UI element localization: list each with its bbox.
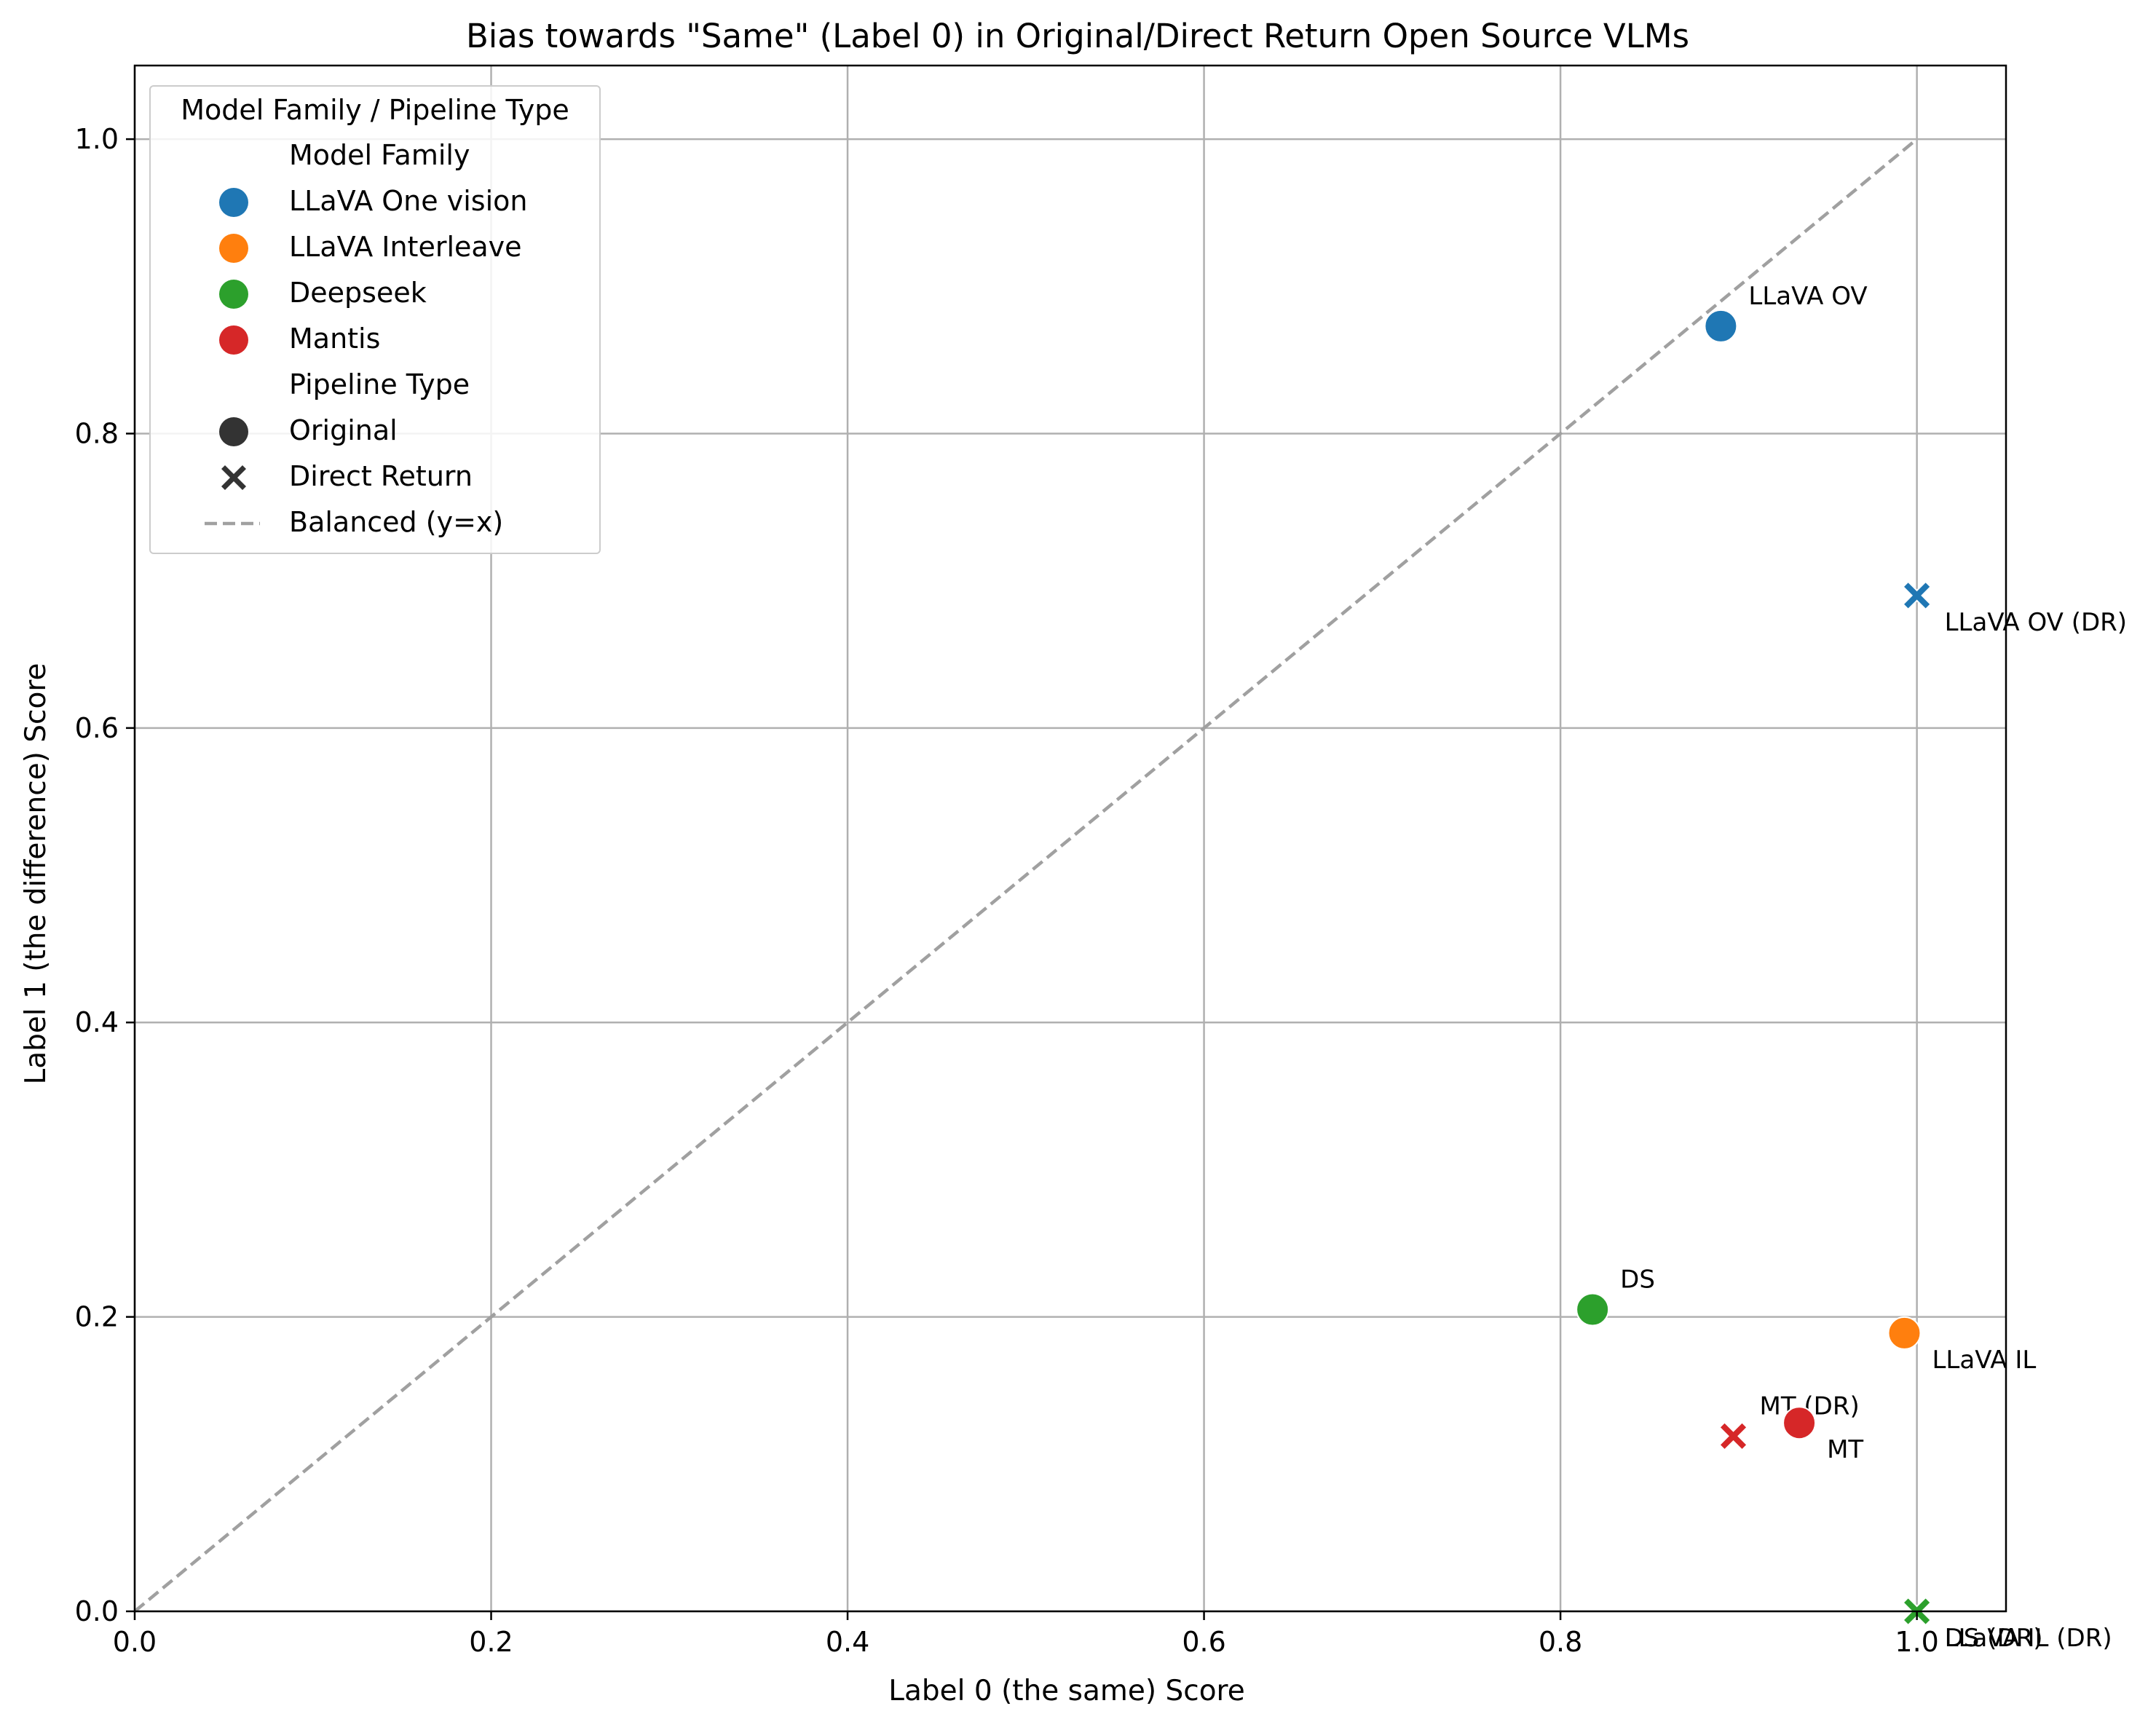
data-point-label: LLaVA OV (DR) <box>1945 608 2127 637</box>
data-point-label: LLaVA OV <box>1748 282 1867 311</box>
data-point-circle <box>1782 1406 1817 1440</box>
legend-item-original: Original <box>151 411 599 449</box>
data-point-x <box>1718 1421 1748 1451</box>
x-tick-label: 0.0 <box>113 1626 157 1658</box>
y-tick-label: 0.8 <box>75 417 119 449</box>
legend-label: LLaVA Interleave <box>289 231 522 263</box>
legend-title: Model Family / Pipeline Type <box>181 94 569 126</box>
grid-lines <box>133 66 2006 1613</box>
legend-item-balanced: Balanced (y=x) <box>151 503 599 541</box>
x-tick-label: 0.4 <box>826 1626 869 1658</box>
legend-item-llava-interleave: LLaVA Interleave <box>151 228 599 266</box>
x-tick-label: 0.2 <box>469 1626 513 1658</box>
y-tick-label: 0.6 <box>75 712 119 744</box>
y-tick-label: 0.4 <box>75 1006 119 1038</box>
legend-family-header-label: Model Family <box>289 139 470 171</box>
data-point-x <box>1902 580 1932 611</box>
legend-circle-icon <box>219 188 248 217</box>
legend-label: Mantis <box>289 323 381 355</box>
plot-frame <box>133 64 2007 1613</box>
legend-circle-icon <box>219 234 248 263</box>
y-tick-label: 0.0 <box>75 1595 119 1627</box>
axes <box>126 64 2007 1620</box>
legend-label: LLaVA One vision <box>289 185 528 217</box>
chart-title: Bias towards "Same" (Label 0) in Origina… <box>466 17 1689 55</box>
legend-dashed-line-icon <box>205 521 260 526</box>
data-point-label: LLaVA IL <box>1932 1346 2036 1375</box>
legend-family-header: Model Family <box>151 136 599 174</box>
x-axis-label: Label 0 (the same) Score <box>888 1675 1244 1707</box>
legend-label: Deepseek <box>289 277 427 309</box>
data-point-label: DS <box>1620 1265 1655 1295</box>
y-tick-label: 1.0 <box>75 123 119 155</box>
legend-item-mantis: Mantis <box>151 320 599 358</box>
legend-x-icon <box>221 465 246 490</box>
legend-pipeline-header: Pipeline Type <box>151 366 599 403</box>
data-point-label: DS (DR) <box>1945 1624 2043 1653</box>
data-point-label: LLaVA IL (DR) <box>1945 1624 2112 1653</box>
legend-label: Direct Return <box>289 460 473 492</box>
tick-labels: 0.0 0.2 0.4 0.6 0.8 1.0 0.0 0.2 0.4 0.6 0.8 1.0 <box>75 123 1939 1658</box>
legend-label: Balanced (y=x) <box>289 506 504 538</box>
legend-label: Original <box>289 414 398 446</box>
legend-item-llava-one-vision: LLaVA One vision <box>151 182 599 220</box>
legend-item-direct-return: Direct Return <box>151 457 599 495</box>
legend-circle-icon <box>219 417 248 446</box>
data-point-circle <box>1576 1292 1610 1327</box>
legend-circle-icon <box>219 325 248 355</box>
data-point-circle <box>1704 309 1738 343</box>
legend-circle-icon <box>219 280 248 309</box>
data-point-circle <box>1887 1316 1922 1350</box>
x-tick-label: 0.8 <box>1539 1626 1582 1658</box>
y-axis-label: Label 1 (the difference) Score <box>20 663 52 1084</box>
y-tick-label: 0.2 <box>75 1301 119 1333</box>
legend-pipeline-header-label: Pipeline Type <box>289 368 470 400</box>
legend: Model Family / Pipeline Type Model Famil… <box>149 85 601 554</box>
legend-item-deepseek: Deepseek <box>151 274 599 312</box>
data-point-label: MT <box>1827 1435 1863 1464</box>
x-tick-label: 1.0 <box>1895 1626 1938 1658</box>
balanced-reference-line <box>133 138 1919 1613</box>
x-tick-label: 0.6 <box>1182 1626 1225 1658</box>
